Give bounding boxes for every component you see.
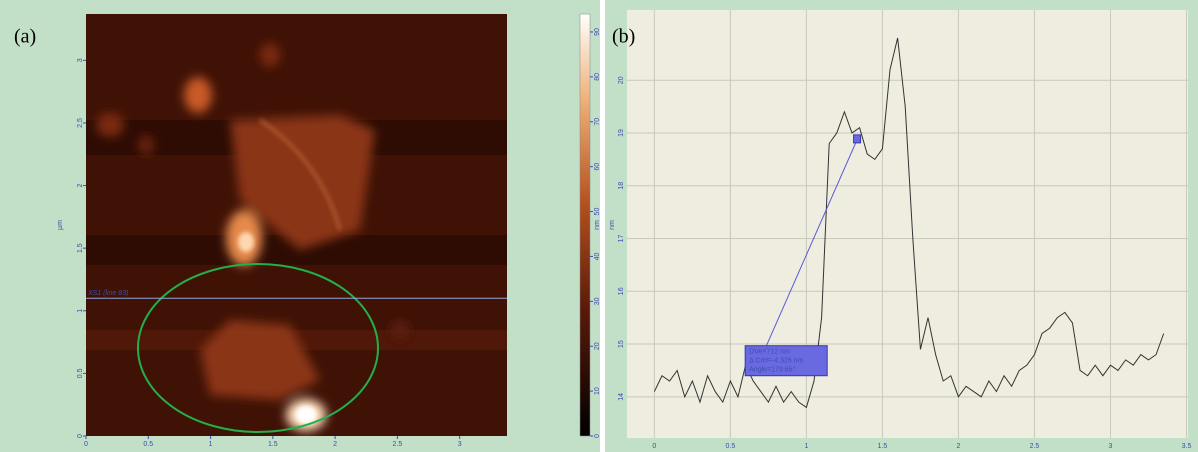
x-tick-label: 1.5 bbox=[878, 443, 888, 450]
y-tick-label: 20 bbox=[618, 76, 625, 84]
x-tick-label: 2 bbox=[333, 441, 337, 448]
y-axis-label: µm bbox=[57, 220, 64, 230]
y-tick-label: 0.5 bbox=[77, 368, 84, 378]
figure: 00.511.522.5300.511.522.53(a)µmXS1 (line… bbox=[0, 0, 1198, 452]
y-tick-label: 16 bbox=[618, 287, 625, 295]
colorbar-tick-label: 60 bbox=[594, 163, 601, 171]
y-tick-label: 18 bbox=[618, 182, 625, 190]
y-tick-label: 0 bbox=[77, 434, 84, 438]
y-tick-label: 14 bbox=[618, 393, 625, 401]
x-tick-label: 2.5 bbox=[393, 441, 403, 448]
y-axis-label: nm bbox=[609, 220, 616, 230]
y-tick-label: 15 bbox=[618, 340, 625, 348]
colorbar-tick-label: 20 bbox=[594, 342, 601, 350]
colorbar-tick-label: 80 bbox=[594, 73, 601, 81]
y-tick-label: 2.5 bbox=[77, 118, 84, 128]
colorbar-tick-label: 0 bbox=[594, 434, 601, 438]
x-tick-label: 2 bbox=[956, 443, 960, 450]
panel-label: (a) bbox=[14, 26, 36, 48]
colorbar-tick-label: 50 bbox=[594, 208, 601, 216]
annotation-text: DVe=712 nm bbox=[749, 349, 790, 356]
x-tick-label: 1 bbox=[209, 441, 213, 448]
annotation-text: Δ CrH=-4.326 nm bbox=[749, 358, 803, 365]
x-tick-label: 1.5 bbox=[268, 441, 278, 448]
y-tick-label: 19 bbox=[618, 129, 625, 137]
colorbar-tick-label: 40 bbox=[594, 252, 601, 260]
y-tick-label: 3 bbox=[77, 58, 84, 62]
colorbar-tick-label: 30 bbox=[594, 297, 601, 305]
panel-label: (b) bbox=[612, 26, 635, 48]
x-tick-label: 3.5 bbox=[1182, 443, 1192, 450]
x-tick-label: 0 bbox=[84, 441, 88, 448]
colorbar bbox=[580, 14, 590, 436]
colorbar-tick-label: 90 bbox=[594, 28, 601, 36]
measure-marker bbox=[854, 135, 861, 143]
x-tick-label: 3 bbox=[1109, 443, 1113, 450]
colorbar-label: nm bbox=[594, 220, 601, 230]
colorbar-tick-label: 10 bbox=[594, 387, 601, 395]
x-tick-label: 0.5 bbox=[726, 443, 736, 450]
y-tick-label: 2 bbox=[77, 184, 84, 188]
x-tick-label: 2.5 bbox=[1030, 443, 1040, 450]
colorbar-tick-label: 70 bbox=[594, 118, 601, 126]
x-tick-label: 0 bbox=[652, 443, 656, 450]
y-tick-label: 1 bbox=[77, 309, 84, 313]
annotation-text: Angle=179.65° bbox=[749, 366, 795, 374]
cross-section-label: XS1 (line 83) bbox=[87, 290, 128, 297]
x-tick-label: 3 bbox=[458, 441, 462, 448]
y-tick-label: 17 bbox=[618, 235, 625, 243]
x-tick-label: 1 bbox=[804, 443, 808, 450]
x-tick-label: 0.5 bbox=[143, 441, 153, 448]
afm-image bbox=[86, 14, 507, 436]
y-tick-label: 1.5 bbox=[77, 243, 84, 253]
